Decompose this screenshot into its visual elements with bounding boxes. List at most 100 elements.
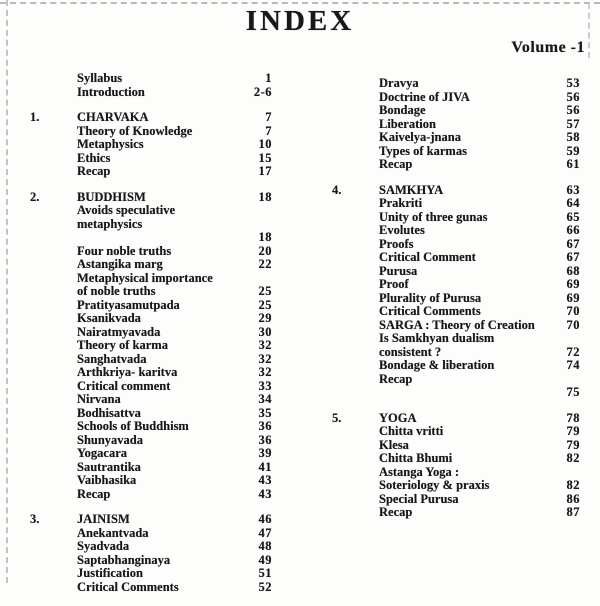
entry-title: Doctrine of JIVA xyxy=(379,89,470,104)
page-number: 75 xyxy=(566,385,580,399)
entry-title: Purusa xyxy=(379,263,418,278)
entry-title: Pratityasamutpada xyxy=(77,297,180,312)
entry-title: Plurality of Purusa xyxy=(379,290,482,305)
toc-row: Four noble truths 20 xyxy=(30,243,272,259)
page-number: 7 xyxy=(265,123,272,138)
toc-row: Yogacara 39 xyxy=(30,446,272,461)
entry-title: Chitta Bhumi xyxy=(379,451,453,465)
toc-row: Sautrantika 41 xyxy=(30,459,272,475)
page-number: 52 xyxy=(258,579,272,594)
page-number: 56 xyxy=(566,89,580,104)
toc-row: Shunyavada 36 xyxy=(30,432,272,448)
page-number: 48 xyxy=(258,539,272,553)
page-number: 29 xyxy=(258,311,272,325)
toc-row: Introduction 2-6 xyxy=(30,84,272,100)
page-number: 32 xyxy=(258,365,272,379)
toc-row: 5. YOGA 78 xyxy=(332,411,580,426)
page-number: 67 xyxy=(566,250,580,264)
page-number: 70 xyxy=(566,317,580,332)
toc-row: Nirvana 34 xyxy=(30,392,272,407)
toc-row: consistent ? 72 xyxy=(332,344,580,360)
entry-title: CHARVAKA xyxy=(77,110,149,124)
toc-row: Bodhisattva 35 xyxy=(30,405,272,421)
entry-title: Dravya xyxy=(379,76,419,90)
toc-row: Metaphysics 10 xyxy=(30,137,272,152)
toc-row: Arthkriya- karitva 32 xyxy=(30,365,272,380)
toc-section: 3. JAINISM 46 Anekantvada 47 Syadvada 48 Saptab… xyxy=(30,512,272,595)
section-number: 3. xyxy=(30,512,40,526)
page-number: 59 xyxy=(566,143,580,158)
page-number: 63 xyxy=(566,182,580,197)
entry-title: Introduction xyxy=(77,84,145,99)
page-number: 41 xyxy=(258,459,272,474)
toc-row: Sanghatvada 32 xyxy=(30,352,272,367)
entry-title: Liberation xyxy=(379,116,436,131)
entry-title: Proofs xyxy=(379,236,414,251)
entry-title: Recap xyxy=(379,505,413,519)
entry-title: Unity of three gunas xyxy=(379,209,488,224)
toc-row: Schools of Buddhism 36 xyxy=(30,419,272,434)
page-title: INDEX xyxy=(245,5,355,37)
page-number: 1 xyxy=(265,71,272,85)
page-number: 39 xyxy=(258,446,272,460)
entry-title: Vaibhasika xyxy=(77,473,137,487)
entry-title: Theory of karma xyxy=(77,338,168,352)
entry-title: Proof xyxy=(379,277,409,291)
entry-title: Four noble truths xyxy=(77,243,172,258)
toc-section: Syllabus 1 Introduction 2-6 xyxy=(30,71,272,100)
entry-title: Critical Comment xyxy=(379,250,476,264)
toc-row: Plurality of Purusa 69 xyxy=(332,290,580,306)
page-number: 68 xyxy=(566,263,580,278)
page-number: 17 xyxy=(258,164,272,178)
page-number: 72 xyxy=(566,344,580,359)
page-number: 25 xyxy=(258,284,272,298)
toc-section: Dravya 53 Doctrine of JIVA 56 Bondage 56 Liber… xyxy=(332,76,580,172)
toc-row: Critical Comments 52 xyxy=(30,579,272,595)
toc-row: Avoids speculative metaphysics xyxy=(30,203,272,231)
page-number: 69 xyxy=(566,290,580,305)
toc-row: Proofs 67 xyxy=(332,236,580,252)
toc-section: 1. CHARVAKA 7 Theory of Knowledge 7 Metaphysi… xyxy=(30,110,272,179)
toc-row: Critical Comments 70 xyxy=(332,304,580,319)
toc-row: Proof 69 xyxy=(332,277,580,292)
entry-title: Shunyavada xyxy=(77,432,144,447)
page-number: 33 xyxy=(258,378,272,393)
page-number: 82 xyxy=(566,451,580,465)
toc-row: Is Samkhyan dualism xyxy=(332,331,580,346)
page-number: 53 xyxy=(566,76,580,90)
toc-row: Prakriti 64 xyxy=(332,196,580,211)
entry-title: Syllabus xyxy=(77,71,123,85)
toc-row: Recap 61 xyxy=(332,157,580,172)
page-number: 87 xyxy=(566,505,580,519)
entry-title: Recap xyxy=(379,157,413,171)
toc-row: 3. JAINISM 46 xyxy=(30,512,272,527)
entry-title: Astanga Yoga : xyxy=(379,464,460,479)
toc-row: Chitta vritti 79 xyxy=(332,424,580,439)
page-number: 36 xyxy=(258,432,272,447)
page-number: 56 xyxy=(566,103,580,117)
entry-title: Theory of Knowledge xyxy=(77,123,193,138)
page-number: 67 xyxy=(566,236,580,251)
entry-title: Astangika marg xyxy=(77,257,163,271)
toc-row: Liberation 57 xyxy=(332,116,580,132)
page-number: 35 xyxy=(258,405,272,420)
toc-row: Astangika marg 22 xyxy=(30,257,272,272)
page-number: 79 xyxy=(566,437,580,452)
entry-title: Schools of Buddhism xyxy=(77,419,189,433)
entry-title: JAINISM xyxy=(77,512,130,526)
page-number: 70 xyxy=(566,304,580,318)
toc-row: 4. SAMKHYA 63 xyxy=(332,182,580,198)
toc-row: Syadvada 48 xyxy=(30,539,272,554)
page-number: 43 xyxy=(258,486,272,501)
entry-title: Metaphysical importance xyxy=(77,270,213,285)
entry-title: Critical comment xyxy=(77,378,171,393)
toc-row: Bondage & liberation 74 xyxy=(332,358,580,373)
entry-title: of noble truths xyxy=(77,284,156,298)
toc-row: Saptabhanginaya 49 xyxy=(30,553,272,568)
toc-row: Special Purusa 86 xyxy=(332,491,580,507)
page-number: 86 xyxy=(566,491,580,506)
toc-row: Ethics 15 xyxy=(30,151,272,166)
entry-title: Bodhisattva xyxy=(77,405,141,420)
section-number: 4. xyxy=(332,182,342,197)
toc-row: Purusa 68 xyxy=(332,263,580,279)
